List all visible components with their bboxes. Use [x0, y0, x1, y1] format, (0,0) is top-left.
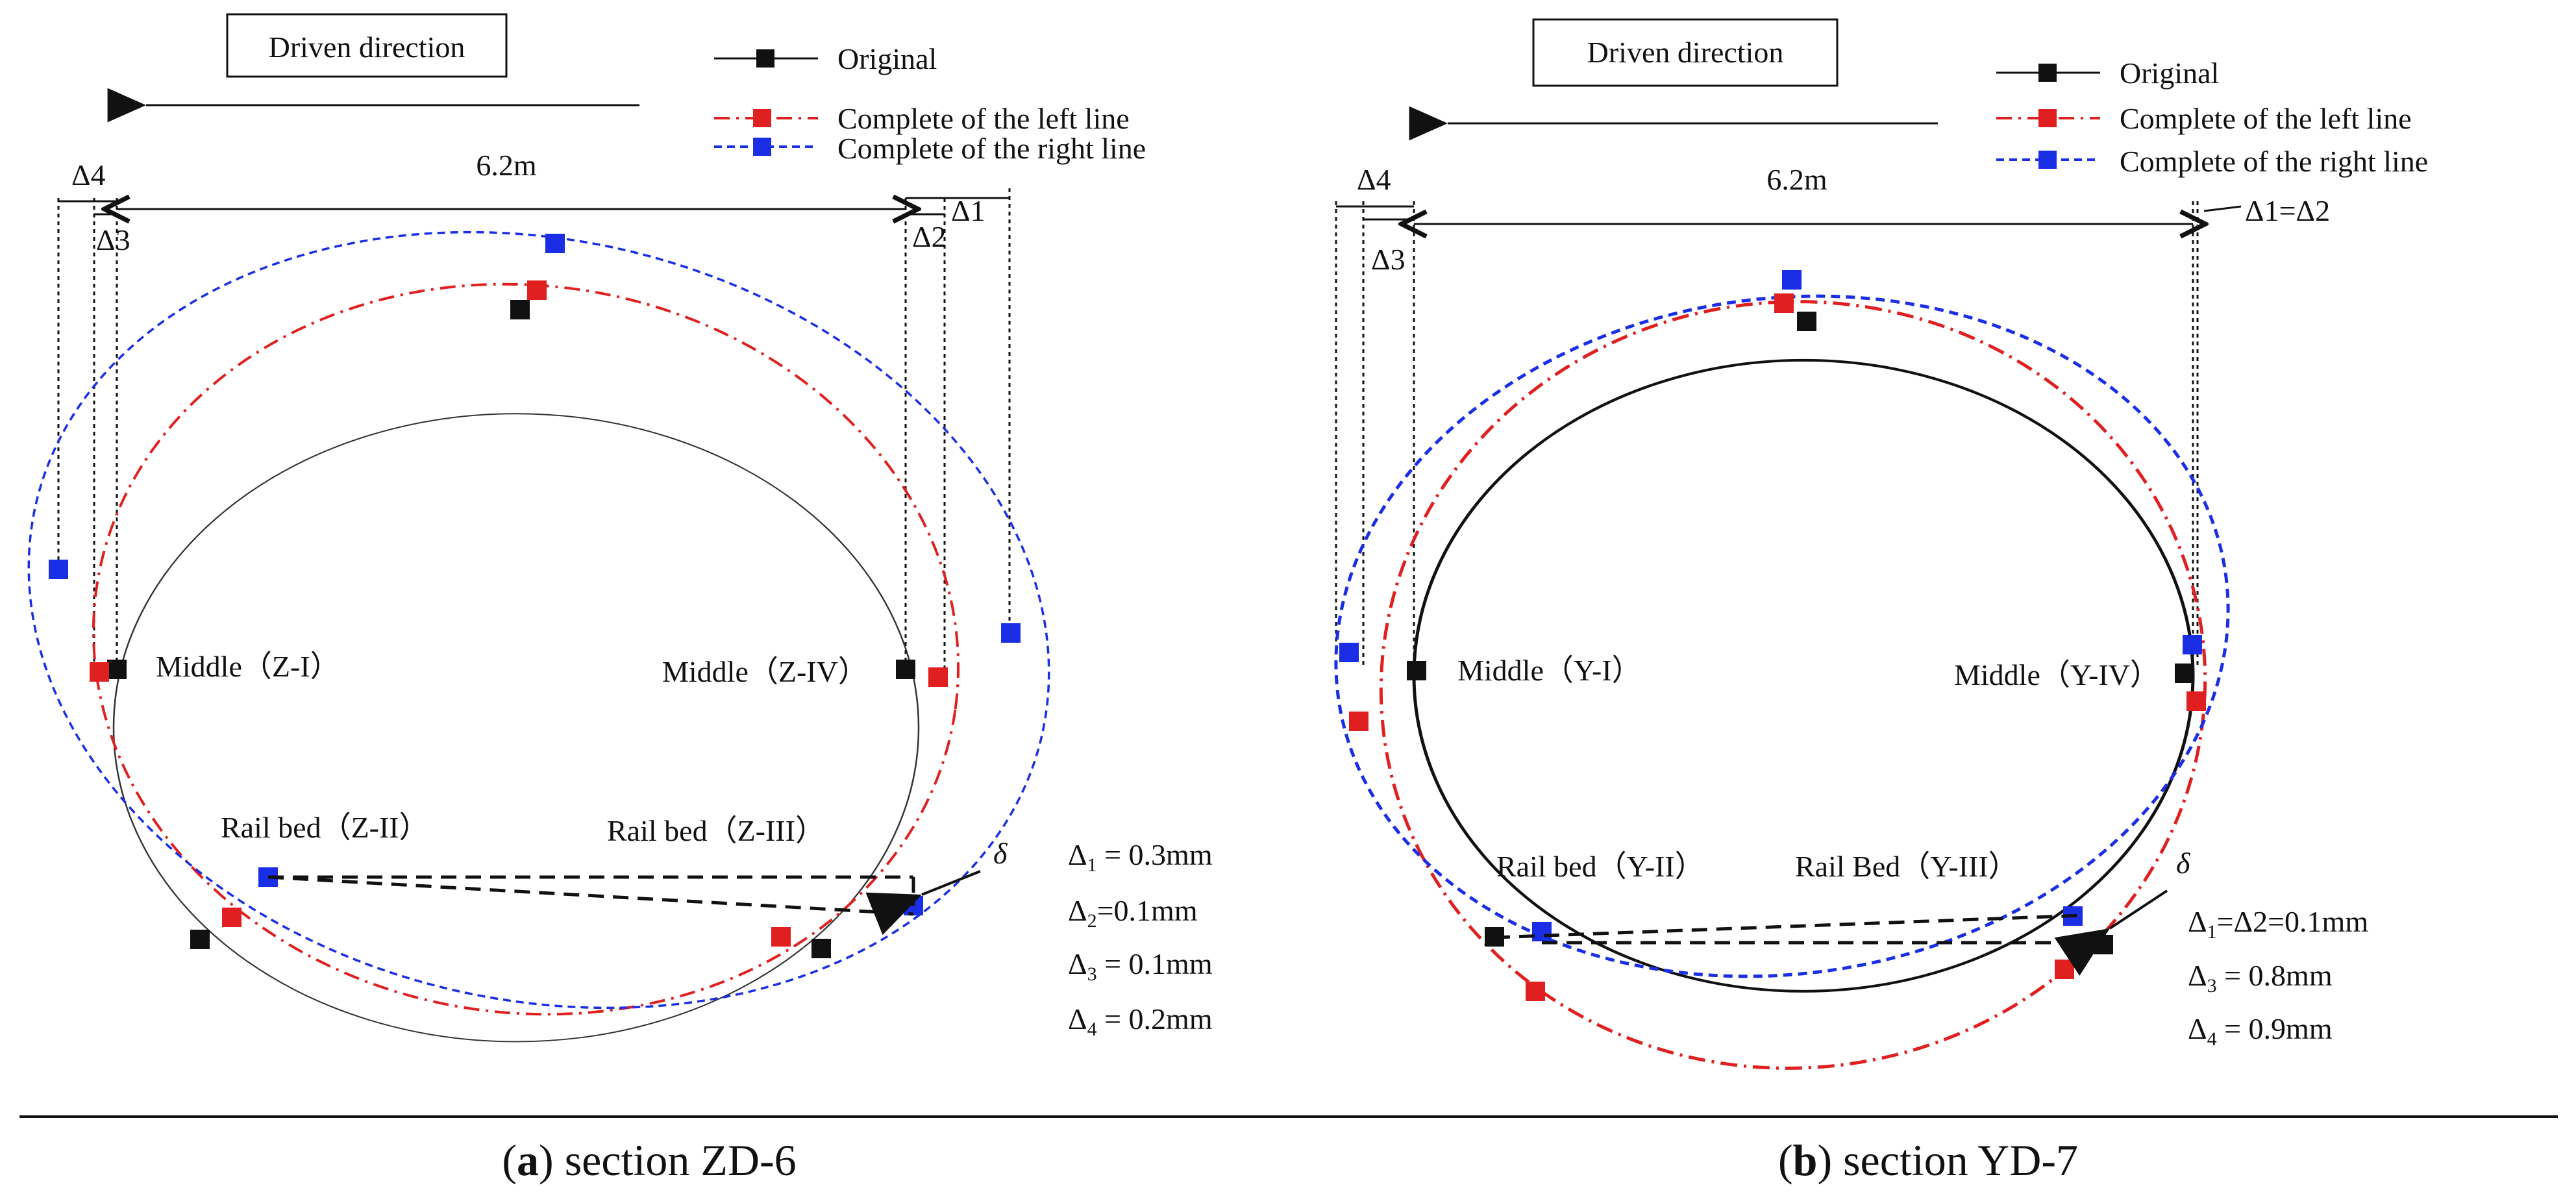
- point-original-ziii-a: [811, 939, 831, 958]
- delta12-mark-b: Δ1=Δ2: [2245, 194, 2330, 227]
- svg-text:Δ3 = 0.1mm: Δ3 = 0.1mm: [1068, 947, 1213, 985]
- left-line-curve-b: [1379, 300, 2207, 1070]
- label-delta-b: δ: [2176, 847, 2190, 880]
- driven-direction-label-a: Driven direction: [269, 31, 465, 64]
- point-left-zi-a: [90, 662, 109, 682]
- svg-text:Δ1 = 0.3mm: Δ1 = 0.3mm: [1068, 838, 1213, 876]
- label-rail-ziii: Rail bed（Z-III）: [607, 814, 825, 847]
- driven-direction-box-a: [226, 13, 508, 78]
- point-right-yii-b: [1532, 922, 1552, 941]
- rail-lines-a: [267, 875, 915, 916]
- point-left-ziii-a: [771, 927, 791, 947]
- svg-text:Δ4 = 0.2mm: Δ4 = 0.2mm: [1068, 1002, 1213, 1040]
- point-original-yiv-b: [2175, 664, 2194, 683]
- svg-text:Δ2=0.1mm: Δ2=0.1mm: [1068, 894, 1198, 932]
- point-right-top-b: [1782, 270, 1802, 290]
- label-rail-yii: Rail bed（Y-II）: [1496, 850, 1705, 883]
- legend-a: Original Complete of the left line Compl…: [714, 42, 1146, 165]
- values-b: Δ1=Δ2=0.1mm Δ3 = 0.8mm Δ4 = 0.9mm: [2188, 905, 2368, 1050]
- delta4-mark-a: Δ4: [71, 158, 106, 192]
- point-left-zii-a: [222, 908, 242, 927]
- point-original-ziv-a: [896, 660, 915, 679]
- original-curve-a: [112, 413, 920, 1043]
- legend-original-marker-b: [2038, 64, 2057, 82]
- label-delta-a: δ: [993, 837, 1008, 870]
- legend-original-a: Original: [837, 42, 937, 75]
- point-left-top-b: [1774, 293, 1794, 313]
- point-original-yiii-b: [2094, 935, 2113, 954]
- label-rail-yiii: Rail Bed（Y-III）: [1795, 850, 2018, 883]
- label-middle-zi: Middle（Z-I）: [156, 650, 340, 683]
- panel-a: Driven direction Original Complete of th…: [27, 13, 1213, 1043]
- delta-pointer-b: [2054, 889, 2168, 976]
- delta3-mark-a: Δ3: [96, 223, 130, 256]
- delta1-mark-a: Δ1: [951, 194, 985, 227]
- legend-original-b: Original: [2120, 56, 2219, 90]
- point-right-left-a: [49, 560, 68, 579]
- right-line-curve-b: [1334, 294, 2230, 978]
- legend-right-a: Complete of the right line: [837, 132, 1146, 165]
- point-original-top-a: [510, 300, 530, 319]
- legend-b: Original Complete of the left line Compl…: [1996, 56, 2428, 178]
- legend-original-marker-a: [756, 49, 774, 68]
- delta-pointer-a: [865, 870, 981, 936]
- legend-left-marker-b: [2038, 109, 2057, 127]
- delta4-mark-b: Δ4: [1357, 163, 1391, 196]
- point-left-top-a: [527, 280, 547, 300]
- point-right-yiv-b: [2183, 635, 2202, 654]
- label-middle-ziv: Middle（Z-IV）: [662, 655, 868, 688]
- delta2-mark-a: Δ2: [912, 220, 947, 253]
- caption-a: (a) section ZD-6: [502, 1135, 796, 1185]
- point-right-top-a: [545, 234, 565, 253]
- point-original-yi-b: [1407, 661, 1426, 680]
- legend-right-marker-b: [2038, 151, 2057, 169]
- point-left-yii-b: [1526, 982, 1545, 1001]
- point-original-zi-a: [107, 660, 127, 679]
- legend-left-marker-a: [753, 109, 771, 127]
- driven-direction-label-b: Driven direction: [1587, 36, 1784, 69]
- svg-text:Δ4 = 0.9mm: Δ4 = 0.9mm: [2188, 1012, 2333, 1050]
- legend-right-b: Complete of the right line: [2120, 145, 2428, 178]
- left-line-curve-a: [92, 282, 960, 1016]
- point-left-ziv-a: [928, 667, 948, 687]
- legend-right-marker-a: [753, 138, 771, 156]
- svg-text:Δ3 = 0.8mm: Δ3 = 0.8mm: [2188, 959, 2333, 997]
- point-right-yi-b: [1339, 643, 1359, 662]
- span-label-a: 6.2m: [476, 149, 537, 182]
- point-left-yiii-b: [2055, 960, 2074, 979]
- values-a: Δ1 = 0.3mm Δ2=0.1mm Δ3 = 0.1mm Δ4 = 0.2m…: [1068, 838, 1213, 1040]
- right-line-curve-a: [27, 230, 1050, 1010]
- caption-b: (b) section YD-7: [1778, 1135, 2078, 1185]
- panel-b: Driven direction Original Complete of th…: [1334, 18, 2428, 1070]
- point-left-yi-b: [1349, 712, 1368, 731]
- legend-left-b: Complete of the left line: [2120, 102, 2412, 135]
- label-middle-yi: Middle（Y-I）: [1457, 654, 1642, 687]
- label-middle-yiv: Middle（Y-IV）: [1954, 658, 2160, 691]
- delta3-mark-b: Δ3: [1371, 243, 1406, 276]
- legend-left-a: Complete of the left line: [837, 102, 1130, 135]
- point-left-yiv-b: [2186, 691, 2206, 711]
- point-right-right-a: [1001, 623, 1021, 643]
- driven-direction-box-b: [1532, 18, 1839, 87]
- label-rail-zii: Rail bed（Z-II）: [221, 811, 429, 844]
- rail-lines-b: [1494, 913, 2103, 945]
- point-original-top-b: [1797, 312, 1816, 331]
- dimensions-a: [57, 188, 1011, 678]
- point-original-zii-a: [190, 930, 210, 949]
- span-label-b: 6.2m: [1766, 163, 1827, 196]
- svg-text:Δ1=Δ2=0.1mm: Δ1=Δ2=0.1mm: [2188, 905, 2368, 943]
